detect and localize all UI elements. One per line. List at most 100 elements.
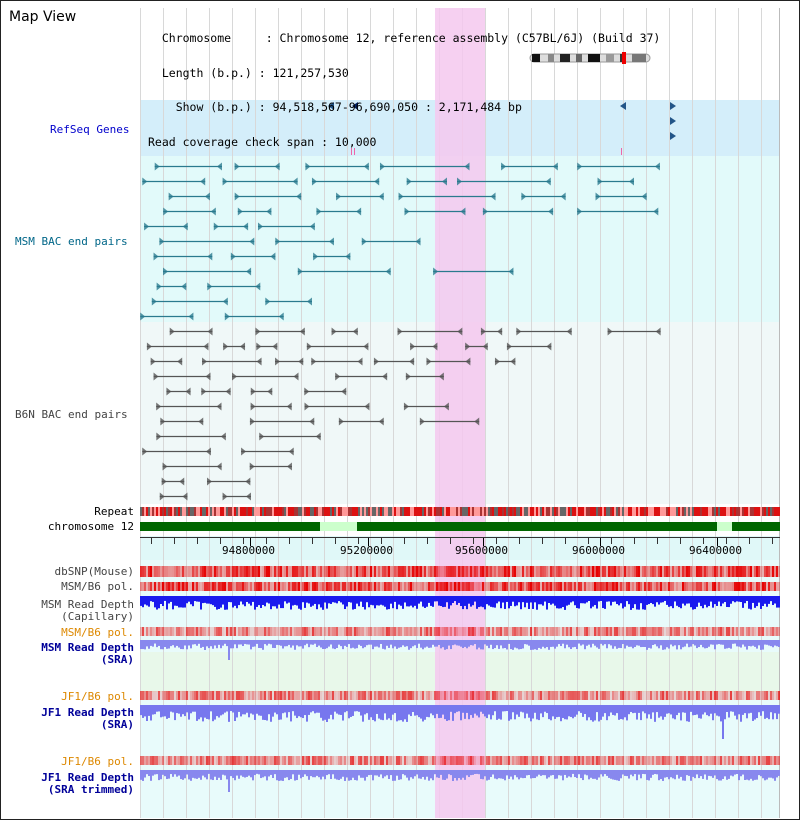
jf1-sra-depth-bar xyxy=(698,705,700,719)
repeat-seg xyxy=(560,507,562,516)
jf1-pol-2-heat xyxy=(382,756,384,765)
jf1-sra-depth-bar xyxy=(192,705,194,712)
refseq-genes-label[interactable]: RefSeq Genes xyxy=(50,123,130,136)
jf1-pol-2-heat xyxy=(670,756,672,765)
jf1-pol-heat xyxy=(768,691,770,700)
msm-pol-heat xyxy=(328,582,330,591)
jf1-pol-2-heat xyxy=(748,756,750,765)
msm-depth-bar xyxy=(322,596,324,610)
msm-pol-heat xyxy=(398,582,400,591)
repeat-seg xyxy=(720,507,722,516)
b6n-bac-pair-end xyxy=(159,492,165,501)
jf1-pol-2-heat xyxy=(720,756,722,765)
jf1-pol-heat xyxy=(188,691,190,700)
jf1-trim-depth-bar xyxy=(248,770,250,776)
dbsnp-heat xyxy=(490,566,492,577)
msm-depth-bar xyxy=(140,596,142,606)
jf1-pol-heat xyxy=(376,691,378,700)
jf1-pol-heat xyxy=(306,691,308,700)
jf1-sra-depth-bar xyxy=(600,705,602,720)
msm-depth-bar xyxy=(452,596,454,603)
msm-pol-sra-heat xyxy=(186,627,188,636)
jf1-pol-2-heat xyxy=(370,756,372,765)
b6n-bac-pair-end xyxy=(169,327,175,336)
jf1-trim-depth-bar xyxy=(512,770,514,780)
chromosome-ideogram[interactable] xyxy=(528,52,654,64)
msm-bac-label[interactable]: MSM BAC end pairs xyxy=(15,235,128,248)
msm-bac-pair-end xyxy=(306,297,312,306)
jf1-pol-heat xyxy=(310,691,312,700)
msm-pol-sra-heat xyxy=(200,627,202,636)
msm-bac-pair-end xyxy=(628,177,634,186)
dbsnp-heat xyxy=(196,566,198,577)
msm-bac-pair-end xyxy=(222,177,228,186)
repeat-seg xyxy=(600,507,602,516)
jf1-sra-depth-bar xyxy=(696,705,698,715)
jf1-pol-2-heat xyxy=(214,756,216,765)
dbsnp-heat xyxy=(520,566,522,577)
repeat-seg xyxy=(708,507,710,516)
jf1-pol-2-heat xyxy=(668,756,670,765)
b6n-bac-label[interactable]: B6N BAC end pairs xyxy=(15,408,128,421)
jf1-pol-2-heat xyxy=(240,756,242,765)
msm-sra-depth-bar xyxy=(370,640,372,645)
msm-pol-heat xyxy=(674,582,676,591)
msm-sra-depth-bar xyxy=(774,640,776,646)
repeat-seg xyxy=(660,507,662,516)
repeat-seg xyxy=(552,507,554,516)
msm-pol-sra-heat xyxy=(286,627,288,636)
msm-pol-heat xyxy=(618,582,620,591)
msm-depth-bar xyxy=(186,596,188,604)
b6n-bac-pair-end xyxy=(516,327,522,336)
dbsnp-heat xyxy=(236,566,238,577)
msm-b6-pol-label: MSM/B6 pol. xyxy=(61,580,134,593)
jf1-trim-depth-bar xyxy=(278,770,280,781)
msm-sra-depth-bar xyxy=(238,640,240,645)
jf1-trim-depth-bar xyxy=(258,770,260,775)
msm-depth-bar xyxy=(614,596,616,602)
msm-depth-bar xyxy=(454,596,456,602)
dbsnp-heat xyxy=(226,566,228,577)
dbsnp-heat xyxy=(650,566,652,577)
jf1-pol-heat xyxy=(166,691,168,700)
repeat-seg xyxy=(212,507,214,516)
jf1-trim-depth-bar xyxy=(672,770,674,779)
msm-depth-bar xyxy=(448,596,450,609)
dbsnp-heat xyxy=(536,566,538,577)
repeat-seg xyxy=(530,507,532,516)
jf1-pol-heat xyxy=(676,691,678,700)
msm-depth-bar xyxy=(396,596,398,610)
msm-pol-sra-heat xyxy=(698,627,700,636)
msm-bac-pair-end xyxy=(305,162,311,171)
msm-pol-heat xyxy=(180,582,182,591)
jf1-sra-depth-bar xyxy=(386,705,388,720)
msm-sra-depth-bar xyxy=(280,640,282,646)
msm-pol-sra-heat xyxy=(290,627,292,636)
msm-pol-heat xyxy=(296,582,298,591)
jf1-trim-depth-bar xyxy=(320,770,322,780)
msm-pol-sra-heat xyxy=(482,627,484,636)
msm-depth-bar xyxy=(194,596,196,602)
jf1-sra-depth-bar xyxy=(768,705,770,720)
repeat-seg xyxy=(550,507,552,516)
msm-depth-bar xyxy=(368,596,370,608)
b6n-bac-pair-end xyxy=(378,417,384,426)
repeat-seg xyxy=(532,507,534,516)
dbsnp-heat xyxy=(412,566,414,577)
msm-sra-depth-bar xyxy=(374,640,376,647)
msm-pol-sra-heat xyxy=(530,627,532,636)
repeat-seg xyxy=(648,507,650,516)
jf1-trim-depth-bar xyxy=(708,770,710,776)
jf1-pol-2-heat xyxy=(558,756,560,765)
jf1-sra-depth-bar xyxy=(208,705,210,720)
repeat-seg xyxy=(472,507,474,516)
msm-pol-sra-heat xyxy=(394,627,396,636)
msm-pol-sra-heat xyxy=(244,627,246,636)
msm-pol-heat xyxy=(402,582,404,591)
msm-pol-heat xyxy=(522,582,524,591)
msm-depth-bar xyxy=(252,596,254,602)
msm-sra-depth-bar xyxy=(676,640,678,650)
msm-pol-sra-heat xyxy=(586,627,588,636)
dbsnp-heat xyxy=(702,566,704,577)
msm-sra-depth-bar xyxy=(588,640,590,645)
